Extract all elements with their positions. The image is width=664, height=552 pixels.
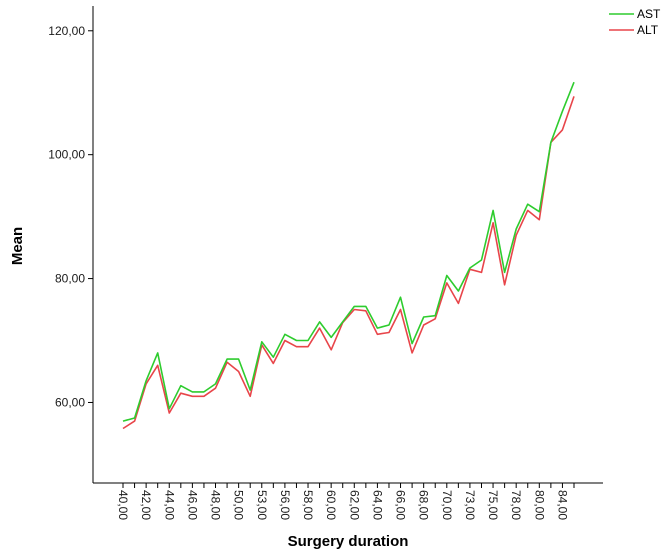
y-tick-label: 100,00: [48, 148, 85, 162]
x-tick-label: 48,00: [209, 490, 223, 520]
x-tick-label: 56,00: [278, 490, 292, 520]
x-tick-label: 70,00: [440, 490, 454, 520]
x-tick-label: 84,00: [555, 490, 569, 520]
series-layer: [122, 81, 575, 430]
series-line-alt: [122, 96, 575, 430]
x-tick-label: 46,00: [185, 490, 199, 520]
x-tick-label: 73,00: [463, 490, 477, 520]
y-tick-label: 120,00: [48, 24, 85, 38]
y-axis: 60,00 80,00 100,00 120,00: [48, 6, 94, 483]
legend-label-alt: ALT: [637, 23, 659, 37]
x-tick-label: 44,00: [162, 490, 176, 520]
y-tick-label: 80,00: [55, 272, 85, 286]
x-tick-label: 62,00: [347, 490, 361, 520]
x-tick-label: 75,00: [486, 490, 500, 520]
y-tick-label: 60,00: [55, 395, 85, 409]
x-tick-label: 64,00: [370, 490, 384, 520]
x-tick-label: 42,00: [139, 490, 153, 520]
x-tick-label: 53,00: [255, 490, 269, 520]
legend-label-ast: AST: [637, 7, 661, 21]
x-tick-label: 80,00: [532, 490, 546, 520]
x-tick-label: 66,00: [394, 490, 408, 520]
legend: AST ALT: [609, 7, 661, 37]
y-axis-title: Mean: [9, 227, 26, 265]
x-axis: 40,00 42,00 44,00 46,00 48,00 50,00 53,00 56,00…: [93, 482, 603, 520]
x-tick-label: 58,00: [301, 490, 315, 520]
x-axis-title: Surgery duration: [288, 533, 409, 550]
x-tick-label: 68,00: [417, 490, 431, 520]
series-line-ast: [122, 81, 575, 422]
x-tick-label: 50,00: [232, 490, 246, 520]
x-tick-label: 60,00: [324, 490, 338, 520]
x-tick-label: 40,00: [116, 490, 130, 520]
x-tick-label: 78,00: [509, 490, 523, 520]
